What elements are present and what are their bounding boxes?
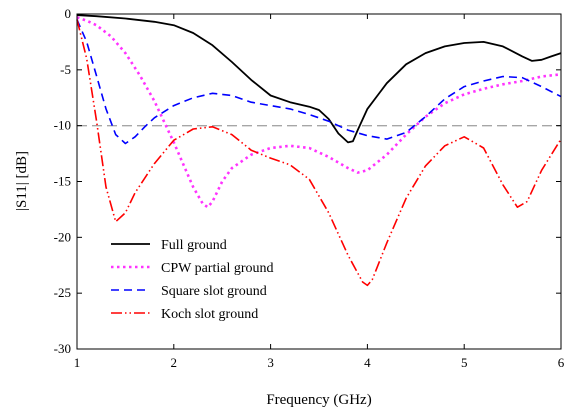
series-line-full-ground [76,14,562,144]
series-line-cpw-partial-ground [76,16,562,209]
y-tick-label: -5 [60,62,71,77]
x-tick-label: 3 [267,355,274,370]
series-layer [76,14,562,287]
y-tick-label: 0 [65,6,72,21]
legend-label-full-ground: Full ground [161,238,227,253]
x-tick-label: 4 [364,355,371,370]
x-tick-label: 5 [461,355,468,370]
y-tick-label: -10 [54,118,71,133]
series-line-square-slot-ground [76,19,562,145]
x-tick-label: 1 [74,355,81,370]
ticks-layer: 1 2 3 4 5 6 0 -5 -10 -15 -20 -25 -30 [54,6,565,370]
x-tick-label: 6 [558,355,565,370]
y-tick-label: -15 [54,174,71,189]
legend-label-cpw-partial-ground: CPW partial ground [161,261,274,276]
y-axis-title: |S11| [dB] [14,151,30,211]
y-tick-label: -20 [54,229,71,244]
y-tick-label: -30 [54,341,71,356]
series-line-koch-slot-ground [76,19,562,287]
legend-label-koch-slot-ground: Koch slot ground [161,307,258,322]
x-tick-label: 2 [171,355,178,370]
y-tick-label: -25 [54,285,71,300]
legend-label-square-slot-ground: Square slot ground [161,284,267,299]
x-axis-title: Frequency (GHz) [266,392,371,408]
legend: Full ground CPW partial ground Square slot… [111,238,274,322]
